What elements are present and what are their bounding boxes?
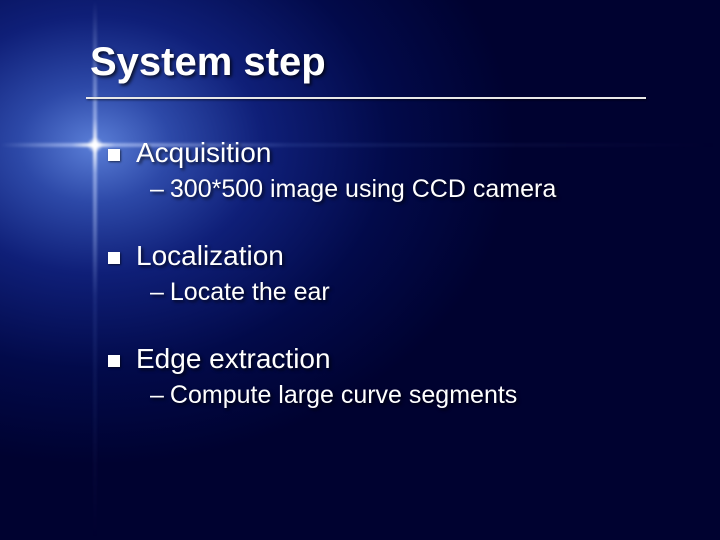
slide-body: Acquisition –300*500 image using CCD cam… <box>90 137 660 410</box>
sub-bullet-text: Locate the ear <box>170 278 330 306</box>
bullet-level1: Acquisition <box>108 137 660 169</box>
bullet-label: Acquisition <box>136 137 271 169</box>
bullet-group: Acquisition –300*500 image using CCD cam… <box>108 137 660 204</box>
square-bullet-icon <box>108 252 120 264</box>
title-underline <box>86 97 646 99</box>
dash-bullet-icon: – <box>150 381 164 409</box>
bullet-level2: –300*500 image using CCD camera <box>150 175 660 204</box>
bullet-group: Edge extraction –Compute large curve seg… <box>108 343 660 410</box>
dash-bullet-icon: – <box>150 278 164 306</box>
sub-bullet-text: Compute large curve segments <box>170 381 517 409</box>
bullet-group: Localization –Locate the ear <box>108 240 660 307</box>
dash-bullet-icon: – <box>150 175 164 203</box>
bullet-label: Localization <box>136 240 284 272</box>
bullet-level2: –Compute large curve segments <box>150 381 660 410</box>
bullet-level2: –Locate the ear <box>150 278 660 307</box>
bullet-level1: Edge extraction <box>108 343 660 375</box>
square-bullet-icon <box>108 149 120 161</box>
square-bullet-icon <box>108 355 120 367</box>
slide-title: System step <box>90 40 660 85</box>
bullet-level1: Localization <box>108 240 660 272</box>
slide: System step Acquisition –300*500 image u… <box>0 0 720 540</box>
sub-bullet-text: 300*500 image using CCD camera <box>170 175 556 203</box>
bullet-label: Edge extraction <box>136 343 331 375</box>
